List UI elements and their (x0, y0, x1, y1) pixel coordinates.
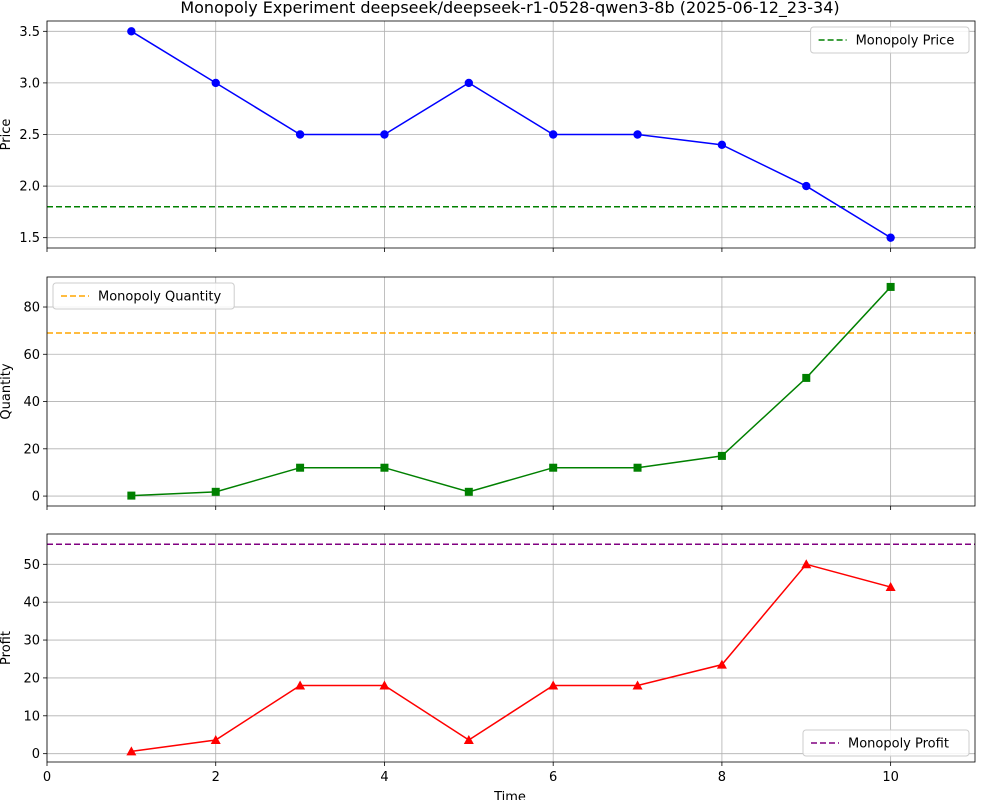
data-point (296, 463, 305, 472)
data-point (716, 659, 727, 669)
data-point (717, 140, 727, 150)
y-tick-label: 2.0 (19, 180, 40, 195)
y-tick-label: 80 (23, 301, 40, 316)
data-point (886, 282, 895, 291)
x-tick-label: 2 (212, 770, 220, 785)
x-tick-label: 0 (43, 770, 51, 785)
data-point (801, 559, 812, 569)
data-point (463, 735, 474, 745)
legend-box (810, 26, 970, 54)
data-point (548, 680, 559, 690)
y-tick-label: 0 (32, 747, 40, 762)
x-tick-label: 4 (380, 770, 388, 785)
data-point (886, 233, 895, 242)
y-tick-label: 40 (23, 596, 40, 611)
data-point (549, 463, 558, 472)
data-point (633, 130, 642, 139)
x-tick-label: 8 (718, 770, 726, 785)
y-axis-label: Profit (0, 631, 14, 665)
data-point (211, 487, 220, 496)
data-point (885, 582, 896, 592)
axes-frame (46, 276, 976, 507)
data-point (632, 680, 643, 690)
data-point (633, 463, 642, 472)
y-tick-label: 30 (23, 634, 40, 649)
x-tick-label: 6 (549, 770, 557, 785)
data-point (127, 491, 136, 500)
legend-label: Monopoly Quantity (98, 290, 221, 305)
y-tick-label: 3.0 (19, 76, 40, 91)
legend-box (802, 729, 970, 757)
series-line (131, 563, 891, 753)
series-line (131, 286, 892, 497)
data-point (464, 487, 473, 496)
legend-label: Monopoly Profit (848, 737, 949, 752)
subplot-price: 1.5 2.0 2.5 3.0 3.5 Price Monopoly Price (0, 20, 976, 252)
data-point (802, 373, 811, 382)
subplot-quantity: 0 20 40 60 80 Quantity Monopoly Quantity (0, 276, 976, 510)
data-point (380, 463, 389, 472)
y-tick-label: 2.5 (19, 128, 40, 143)
y-axis-label: Quantity (0, 363, 14, 419)
data-point (380, 130, 389, 139)
data-point (717, 451, 726, 460)
y-tick-label: 0 (32, 490, 40, 505)
y-tick-label: 3.5 (19, 25, 40, 40)
legend: Monopoly Price (810, 26, 970, 54)
y-tick-label: 60 (23, 348, 40, 363)
chart-title: Monopoly Experiment deepseek/deepseek-r1… (180, 0, 839, 18)
data-point (210, 735, 221, 745)
y-tick-label: 40 (23, 395, 40, 410)
data-point (464, 78, 474, 88)
y-tick-label: 1.5 (19, 231, 40, 246)
legend-box (52, 282, 235, 310)
data-point (379, 680, 390, 690)
data-point (211, 78, 220, 88)
legend: Monopoly Quantity (52, 282, 235, 310)
y-tick-label: 20 (23, 442, 40, 457)
x-tick-label: 10 (882, 770, 899, 785)
subplot-profit: 0 10 20 30 40 50 0 2 4 6 8 10 Profit Monopoly Profit (0, 533, 976, 785)
x-axis-label: Time (493, 790, 526, 800)
y-tick-label: 50 (23, 558, 40, 573)
axes-frame (46, 533, 976, 763)
legend-label: Monopoly Price (856, 34, 955, 49)
data-point (295, 680, 306, 690)
y-tick-label: 20 (23, 671, 40, 686)
y-axis-label: Price (0, 119, 14, 151)
y-tick-label: 10 (23, 709, 40, 724)
data-point (126, 746, 137, 756)
data-point (295, 130, 305, 139)
series-line (130, 30, 892, 239)
legend: Monopoly Profit (802, 729, 970, 757)
data-point (802, 181, 811, 191)
data-point (127, 27, 136, 36)
data-point (548, 130, 558, 139)
